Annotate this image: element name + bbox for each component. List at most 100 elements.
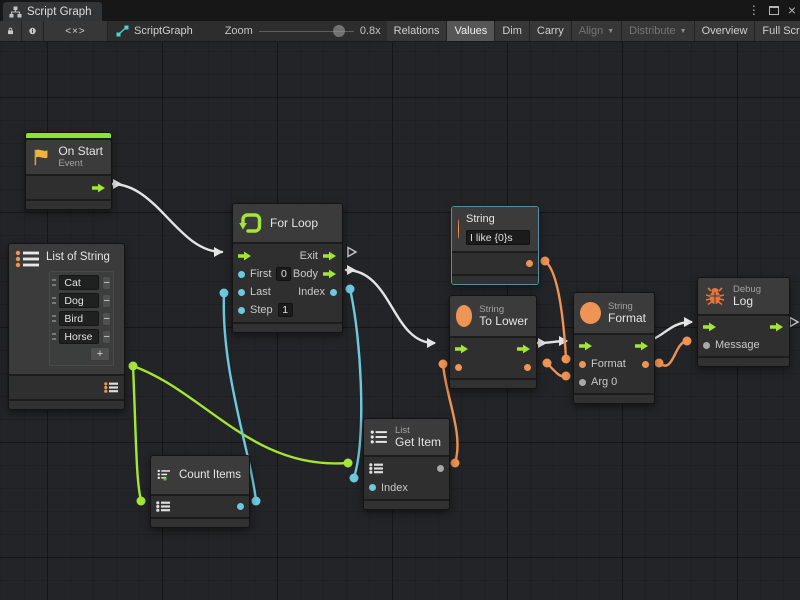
- node-kind: String: [479, 304, 505, 315]
- port-format-out[interactable]: [642, 360, 649, 368]
- node-title: Count Items: [179, 468, 241, 481]
- toolbar-button-distribute[interactable]: Distribute ▼: [622, 21, 695, 41]
- toolbar-button-relations[interactable]: Relations: [386, 21, 448, 41]
- toolbar-button-fullscreen[interactable]: Full Screen: [755, 21, 800, 41]
- node-debug-log[interactable]: Debug Log Message: [697, 277, 790, 367]
- remove-item-button[interactable]: −: [102, 275, 111, 290]
- node-title: Get Item: [394, 435, 441, 449]
- zoom-slider-handle[interactable]: [332, 25, 345, 37]
- port-getitem-out[interactable]: [437, 465, 444, 472]
- port-forloop-last[interactable]: Last: [238, 286, 271, 298]
- graph-name-box[interactable]: ScriptGraph: [108, 21, 201, 41]
- list-item-field[interactable]: [59, 329, 100, 344]
- port-forloop-index[interactable]: Index: [298, 286, 337, 298]
- port-format-exit[interactable]: [635, 341, 649, 351]
- script-graph-icon: [116, 25, 129, 37]
- close-icon[interactable]: ×: [787, 2, 796, 18]
- node-get-item[interactable]: List Get Item: [363, 418, 450, 510]
- toolbar-button-carry[interactable]: Carry: [529, 21, 572, 41]
- wire-tolower-to-format: [535, 339, 568, 345]
- zoom-value: 0.8x: [359, 25, 381, 37]
- add-item-button[interactable]: +: [90, 347, 110, 361]
- port-format-format-in[interactable]: Format: [579, 358, 626, 370]
- port-tolower-enter[interactable]: [455, 344, 469, 354]
- node-title: List of String: [46, 251, 110, 263]
- list-port-icon: [156, 501, 170, 512]
- code-icon: <×>: [65, 25, 86, 37]
- zoom-label: Zoom: [224, 25, 253, 37]
- toolbar-button-values[interactable]: Values: [447, 21, 496, 41]
- maximize-icon[interactable]: [768, 5, 779, 15]
- port-forloop-body[interactable]: Body: [293, 268, 337, 280]
- info-button[interactable]: [22, 21, 44, 41]
- drag-handle-icon[interactable]: [52, 333, 57, 340]
- wire-body-to-tolower: [344, 268, 436, 345]
- list-item-row: −: [52, 292, 111, 309]
- bug-icon: [705, 287, 725, 306]
- port-log-enter[interactable]: [703, 322, 717, 332]
- count-items-icon: #: [157, 469, 170, 483]
- toolbar-button-overview[interactable]: Overview: [694, 21, 756, 41]
- wire-literal-to-format: [543, 259, 568, 360]
- port-log-exit[interactable]: [770, 322, 784, 332]
- graph-canvas[interactable]: On Start Event: [0, 42, 800, 600]
- port-onstart-out[interactable]: [92, 183, 106, 193]
- node-string-literal[interactable]: String: [451, 206, 539, 285]
- chevron-down-icon: ▼: [607, 27, 615, 35]
- node-kind: List: [394, 425, 410, 436]
- port-stub-forloop-exit: [347, 246, 358, 258]
- port-forloop-enter[interactable]: [238, 251, 252, 261]
- drag-handle-icon[interactable]: [52, 315, 57, 322]
- port-tolower-in[interactable]: [455, 363, 462, 371]
- drag-handle-icon[interactable]: [52, 297, 57, 304]
- remove-item-button[interactable]: −: [102, 329, 111, 344]
- list-item-row: −: [52, 310, 111, 327]
- port-countitems-list-in[interactable]: [156, 501, 171, 512]
- port-forloop-step[interactable]: Step: [238, 303, 293, 317]
- toolbar-button-align[interactable]: Align ▼: [571, 21, 623, 41]
- graph-icon: [9, 6, 22, 17]
- port-tolower-out[interactable]: [524, 363, 531, 371]
- port-countitems-out[interactable]: [237, 503, 244, 510]
- loop-icon: [239, 213, 262, 233]
- lock-button[interactable]: [0, 21, 22, 41]
- list-port-icon: [369, 463, 383, 474]
- list-icon: [15, 250, 39, 268]
- node-for-loop[interactable]: For Loop Exit First: [232, 203, 343, 333]
- wire-list-to-getitem: [131, 364, 349, 465]
- zoom-slider[interactable]: [258, 24, 354, 38]
- port-format-enter[interactable]: [579, 341, 593, 351]
- port-log-message[interactable]: Message: [703, 339, 760, 351]
- list-item-field[interactable]: [59, 275, 100, 290]
- tab-script-graph[interactable]: Script Graph: [3, 2, 102, 21]
- port-format-arg0[interactable]: Arg 0: [579, 376, 617, 388]
- remove-item-button[interactable]: −: [102, 311, 111, 326]
- port-list-out[interactable]: [104, 382, 119, 393]
- node-to-lower[interactable]: String To Lower: [449, 295, 537, 389]
- port-tolower-exit[interactable]: [517, 344, 531, 354]
- drag-handle-icon[interactable]: [52, 279, 57, 286]
- node-format[interactable]: String Format Format: [573, 292, 655, 404]
- port-getitem-index[interactable]: Index: [369, 482, 408, 494]
- tab-title: Script Graph: [27, 5, 92, 18]
- node-count-items[interactable]: # Count Items: [150, 455, 250, 528]
- node-on-start[interactable]: On Start Event: [25, 132, 112, 210]
- first-value-field[interactable]: [276, 267, 292, 281]
- list-item-row: −: [52, 274, 111, 291]
- menu-icon[interactable]: ⋮: [747, 3, 760, 17]
- port-forloop-exit[interactable]: Exit: [300, 250, 337, 262]
- step-value-field[interactable]: [277, 303, 293, 317]
- toolbar-button-dim[interactable]: Dim: [495, 21, 530, 41]
- port-getitem-list-in[interactable]: [369, 463, 384, 474]
- remove-item-button[interactable]: −: [102, 293, 111, 308]
- list-item-field[interactable]: [59, 311, 100, 326]
- string-value-field[interactable]: [466, 230, 530, 245]
- list-item-field[interactable]: [59, 293, 100, 308]
- node-list-of-string[interactable]: List of String − −: [8, 243, 125, 410]
- node-title: For Loop: [270, 215, 319, 230]
- string-icon: [456, 305, 473, 327]
- port-literal-out[interactable]: [526, 260, 533, 267]
- port-forloop-first[interactable]: First: [238, 267, 292, 281]
- edit-graph-button[interactable]: <×>: [44, 21, 108, 41]
